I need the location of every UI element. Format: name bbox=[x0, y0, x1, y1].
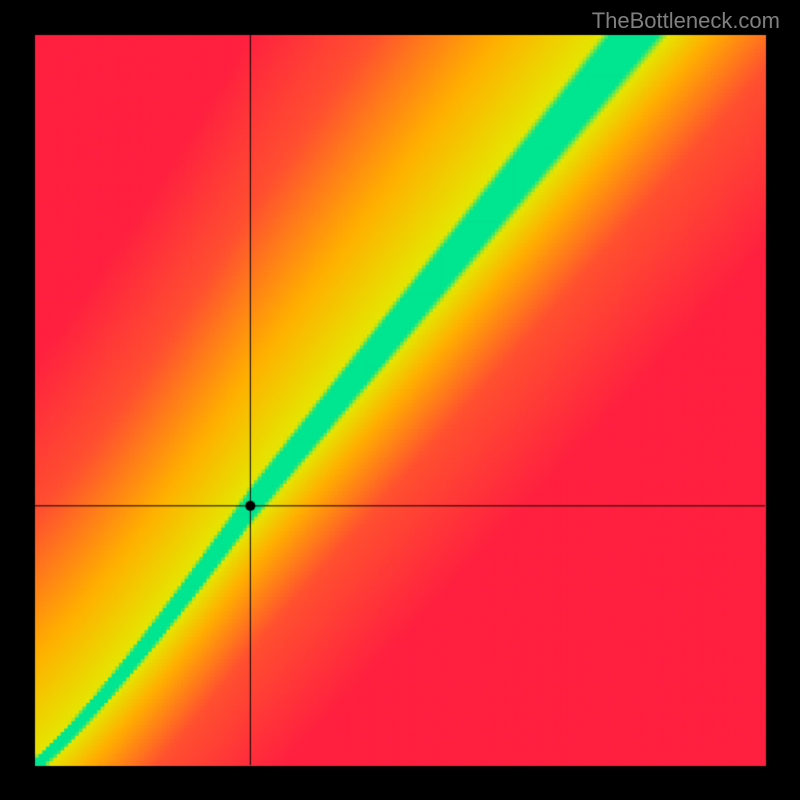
watermark-text: TheBottleneck.com bbox=[592, 8, 780, 34]
heatmap-canvas bbox=[0, 0, 800, 800]
bottleneck-heatmap-chart: TheBottleneck.com bbox=[0, 0, 800, 800]
